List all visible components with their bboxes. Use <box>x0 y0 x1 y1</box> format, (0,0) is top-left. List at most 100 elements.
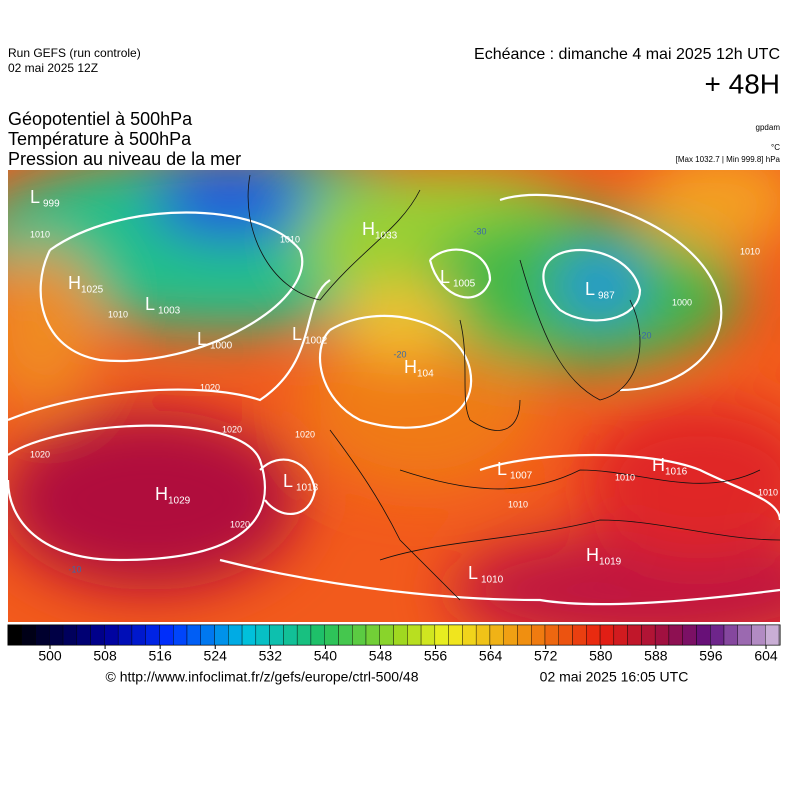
field-title: Pression au niveau de la mer <box>8 149 241 169</box>
colorbar-swatch <box>186 624 201 646</box>
contour-label: 1010 <box>30 229 50 239</box>
contour-label: 1020 <box>30 449 50 459</box>
colorbar-tick-label: 516 <box>148 648 172 664</box>
colorbar-tick-label: 540 <box>314 648 338 664</box>
colorbar-swatch <box>489 624 504 646</box>
colorbar-swatch <box>173 624 188 646</box>
colorbar-swatch <box>682 624 697 646</box>
contour-label: 1020 <box>222 424 242 434</box>
colorbar-tick-label: 572 <box>534 648 558 664</box>
colorbar-swatch <box>613 624 628 646</box>
contour-label: 1000 <box>672 297 692 307</box>
lead-time: + 48H <box>705 68 781 99</box>
colorbar-swatch <box>751 624 766 646</box>
issue-time: 02 mai 2025 16:05 UTC <box>540 669 689 685</box>
center-kind: L <box>440 267 450 287</box>
colorbar-swatch <box>228 624 243 646</box>
colorbar-swatch <box>558 624 573 646</box>
colorbar-swatch <box>517 624 532 646</box>
center-kind: H <box>586 545 599 565</box>
colorbar-tick-label: 604 <box>754 648 778 664</box>
colorbar-swatch <box>76 624 91 646</box>
contour-label: 1010 <box>108 309 128 319</box>
colorbar-swatch <box>462 624 477 646</box>
colorbar-tick-label: 548 <box>369 648 393 664</box>
colorbar-swatch <box>352 624 367 646</box>
colorbar-swatch <box>696 624 711 646</box>
contour-label: 1010 <box>740 246 760 256</box>
colorbar-swatch <box>21 624 36 646</box>
colorbar-swatch <box>241 624 257 646</box>
center-value: 1029 <box>168 496 191 507</box>
colorbar-tick-label: 564 <box>479 648 503 664</box>
contour-label: 1020 <box>200 382 220 392</box>
colorbar-swatch <box>214 624 229 646</box>
colorbar-swatch <box>269 624 284 646</box>
contour-label: -20 <box>638 330 651 340</box>
contour-label: -10 <box>68 564 81 574</box>
colorbar-swatch <box>544 624 559 646</box>
center-kind: L <box>468 563 478 583</box>
colorbar-swatch <box>599 624 615 646</box>
colorbar-swatch <box>117 624 133 646</box>
colorbar-tick-label: 500 <box>38 648 62 664</box>
colorbar-swatch <box>448 624 463 646</box>
center-kind: L <box>145 294 155 314</box>
colorbar-swatch <box>407 624 422 646</box>
unit: °C <box>771 143 780 152</box>
center-value: 1019 <box>599 557 622 568</box>
colorbar-swatch <box>393 624 408 646</box>
center-kind: L <box>30 187 40 207</box>
source-url: © http://www.infoclimat.fr/z/gefs/europe… <box>105 669 418 685</box>
contour-label: -30 <box>473 226 486 236</box>
contour-label: 1010 <box>615 472 635 482</box>
center-value: 999 <box>43 199 60 210</box>
colorbar-swatch <box>324 624 339 646</box>
center-value: 1007 <box>510 471 533 482</box>
colorbar-swatch <box>503 624 518 646</box>
valid-time: Echéance : dimanche 4 mai 2025 12h UTC <box>474 46 780 63</box>
center-value: 1016 <box>665 467 688 478</box>
colorbar-swatch <box>475 624 491 646</box>
center-kind: H <box>155 484 168 504</box>
colorbar-swatch <box>7 624 22 646</box>
field-title: Température à 500hPa <box>8 129 192 149</box>
colorbar-swatch <box>572 624 587 646</box>
center-kind: H <box>362 219 375 239</box>
center-value: 1002 <box>305 336 328 347</box>
colorbar-swatch <box>283 624 298 646</box>
center-value: 1013 <box>296 483 319 494</box>
colorbar-swatch <box>145 624 160 646</box>
colorbar-swatch <box>710 624 725 646</box>
center-kind: L <box>292 324 302 344</box>
colorbar-swatch <box>35 624 50 646</box>
colorbar-swatch <box>654 624 670 646</box>
center-value: 1033 <box>375 231 398 242</box>
center-kind: L <box>497 459 507 479</box>
colorbar-tick-label: 524 <box>204 648 228 664</box>
center-kind: H <box>652 455 665 475</box>
colorbar-swatch <box>765 624 780 646</box>
colorbar-tick-label: 556 <box>424 648 448 664</box>
colorbar-tick-label: 596 <box>699 648 723 664</box>
colorbar-swatch <box>778 624 781 646</box>
contour-label: 1020 <box>295 429 315 439</box>
center-value: 1003 <box>158 306 181 317</box>
colorbar-swatch <box>200 624 215 646</box>
center-value: 1000 <box>210 341 233 352</box>
colorbar-swatch <box>737 624 752 646</box>
colorbar-swatch <box>49 624 64 646</box>
colorbar-swatch <box>159 624 174 646</box>
center-kind: L <box>585 279 595 299</box>
colorbar-swatch <box>255 624 270 646</box>
colorbar-tick-label: 588 <box>644 648 668 664</box>
center-value: 1025 <box>81 285 104 296</box>
colorbar-tick-label: 580 <box>589 648 613 664</box>
colorbar-swatch <box>627 624 642 646</box>
run-name: Run GEFS (run controle) <box>8 46 141 60</box>
colorbar-swatch <box>420 624 436 646</box>
contour-label: 1020 <box>230 519 250 529</box>
colorbar-swatch <box>531 624 546 646</box>
